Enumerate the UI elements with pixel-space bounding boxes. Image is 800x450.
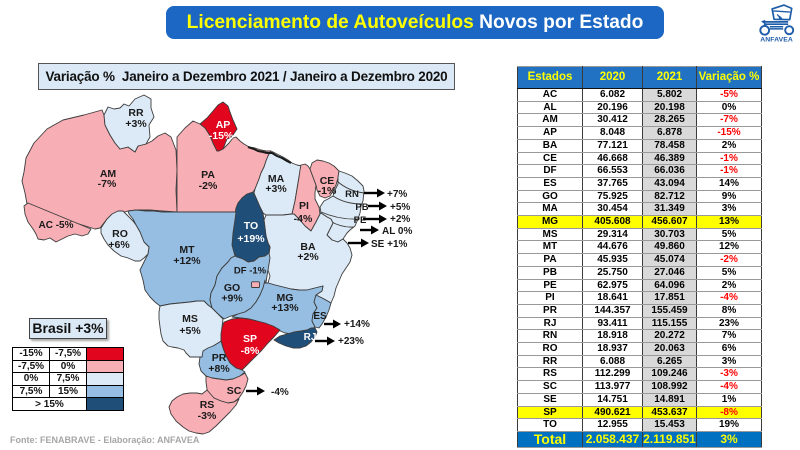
svg-text:ANFAVEA: ANFAVEA <box>760 36 793 43</box>
svg-text:ES: ES <box>313 311 327 322</box>
svg-text:+5%: +5% <box>390 202 410 213</box>
svg-text:RN: RN <box>345 189 359 200</box>
svg-text:PI: PI <box>299 200 309 212</box>
svg-text:+3%: +3% <box>125 118 147 130</box>
svg-text:-4%: -4% <box>294 213 313 225</box>
svg-text:+19%: +19% <box>237 233 265 245</box>
svg-text:+8%: +8% <box>208 363 230 375</box>
svg-text:+23%: +23% <box>338 336 364 347</box>
svg-text:RJ: RJ <box>304 332 317 343</box>
svg-text:BA: BA <box>300 241 316 253</box>
svg-text:AP: AP <box>216 119 231 131</box>
svg-text:-2%: -2% <box>199 180 218 192</box>
svg-text:PA: PA <box>201 169 215 181</box>
svg-text:+2%: +2% <box>390 214 410 225</box>
svg-text:MT: MT <box>179 244 195 256</box>
svg-text:PB: PB <box>355 202 368 213</box>
svg-text:SE +1%: SE +1% <box>371 239 408 250</box>
svg-text:-7%: -7% <box>98 178 117 190</box>
svg-text:SP: SP <box>243 333 257 345</box>
svg-text:+6%: +6% <box>108 239 130 251</box>
svg-text:MA: MA <box>268 173 285 185</box>
svg-text:+2%: +2% <box>297 251 319 263</box>
svg-text:DF -1%: DF -1% <box>234 266 267 277</box>
svg-text:MG: MG <box>277 292 294 304</box>
svg-text:-8%: -8% <box>241 345 260 357</box>
svg-text:GO: GO <box>224 282 240 294</box>
svg-text:+5%: +5% <box>179 325 201 337</box>
svg-text:+7%: +7% <box>387 189 407 200</box>
svg-text:RR: RR <box>128 107 144 119</box>
svg-text:SC: SC <box>227 385 242 397</box>
svg-text:RO: RO <box>112 228 128 240</box>
svg-text:+12%: +12% <box>173 255 201 267</box>
svg-text:+13%: +13% <box>271 302 299 314</box>
svg-text:TO: TO <box>244 220 258 232</box>
svg-text:+9%: +9% <box>221 293 243 305</box>
svg-text:-15%: -15% <box>209 130 234 142</box>
svg-text:-1%: -1% <box>318 185 337 197</box>
svg-text:PE: PE <box>354 215 367 226</box>
svg-text:AL 0%: AL 0% <box>382 226 412 237</box>
svg-text:CE: CE <box>320 175 335 187</box>
svg-text:AC -5%: AC -5% <box>38 220 73 231</box>
svg-text:+14%: +14% <box>344 319 370 330</box>
svg-text:-3%: -3% <box>198 410 217 422</box>
svg-text:-4%: -4% <box>271 387 289 398</box>
svg-text:PR: PR <box>212 352 227 364</box>
svg-text:+3%: +3% <box>265 183 287 195</box>
svg-text:MS: MS <box>182 313 198 325</box>
svg-text:RS: RS <box>200 399 215 411</box>
svg-text:AM: AM <box>100 168 117 180</box>
